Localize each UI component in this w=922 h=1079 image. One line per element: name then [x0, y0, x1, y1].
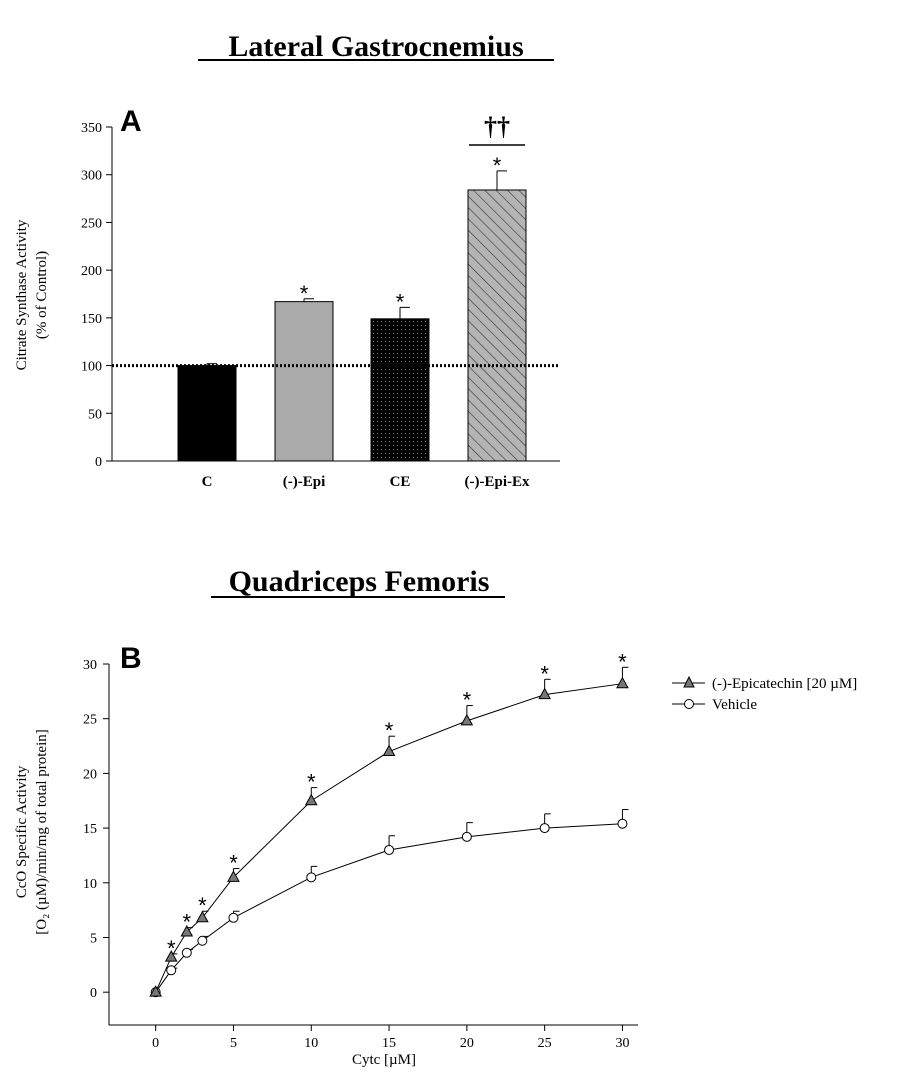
chart-a-bar: [274, 301, 334, 462]
chart-a-ytick-label: 200: [81, 264, 102, 279]
chart-b-xlabel: Cytc [µM]: [352, 1052, 416, 1068]
series-vehicle-point: [181, 947, 192, 958]
chart-b-xtick-label: 25: [538, 1036, 552, 1051]
chart-b-significance: *: [618, 649, 627, 674]
series-epicatechin-point: [304, 793, 318, 806]
series-vehicle-point: [306, 872, 317, 883]
chart-b-significance: *: [229, 851, 238, 876]
chart-b-xtick-label: 20: [460, 1036, 474, 1051]
chart-b-significance: *: [183, 910, 192, 935]
chart-a-significance: *: [493, 153, 502, 178]
chart-a-ytick-label: 0: [95, 455, 102, 470]
chart-a-ytick-label: 250: [81, 216, 102, 231]
chart-b-legend: (-)-Epicatechin [20 µM] Vehicle: [672, 675, 857, 713]
chart-a-ytick-label: 350: [81, 121, 102, 136]
chart-b-significance: *: [540, 661, 549, 686]
series-epicatechin-point: [538, 687, 551, 700]
chart-b-panel-label: B: [120, 642, 142, 675]
chart-a-ytick-label: 100: [81, 360, 102, 375]
series-vehicle-point: [384, 844, 395, 855]
series-vehicle-point: [228, 912, 239, 923]
chart-b-significance: *: [167, 936, 176, 961]
chart-b-ytick-label: 5: [90, 931, 97, 946]
chart-b-significance: *: [385, 718, 394, 743]
chart-a-ylabel-line2: (% of Control): [34, 251, 50, 339]
series-epicatechin-point: [149, 985, 163, 997]
chart-a-ytick-label: 300: [81, 169, 102, 184]
chart-b-ytick-label: 0: [90, 986, 97, 1001]
series-vehicle-point: [461, 831, 472, 842]
series-vehicle-line: [155, 823, 623, 993]
chart-b-title: Quadriceps Femoris: [229, 565, 490, 598]
chart-a-bar: [370, 318, 430, 462]
legend-vehicle-marker: [684, 699, 694, 709]
chart-b-significance: *: [463, 688, 472, 713]
chart-a-plot: 0 50 100 150 200 250 300 350 C (-)-Epi * CE * (-)-Epi…: [81, 112, 560, 490]
chart-b-ytick-label: 15: [83, 822, 97, 837]
chart-a-dagger-mark: ††: [484, 112, 510, 141]
series-epicatechin-point: [382, 744, 396, 757]
chart-b-ylabel-line2: [O₂ (µM)/min/mg of total protein]: [34, 729, 50, 935]
chart-b-ytick-label: 10: [83, 877, 97, 892]
chart-a-ytick-label: 50: [88, 407, 102, 422]
chart-a-ylabel-line1: Citrate Synthase Activity: [14, 219, 30, 370]
chart-b-significance: *: [198, 893, 207, 918]
chart-a-category-label: (-)-Epi-Ex: [465, 474, 530, 490]
chart-b-xtick-label: 0: [152, 1036, 159, 1051]
chart-a-bar: [467, 189, 527, 462]
chart-a-category-label: C: [202, 474, 213, 490]
chart-a-bar: [177, 365, 237, 462]
chart-a-significance: *: [396, 289, 405, 314]
legend-epicatechin-marker: [683, 675, 695, 688]
series-epicatechin-point: [616, 676, 629, 689]
series-epicatechin-point: [227, 870, 240, 882]
series-epicatechin-point: [164, 950, 178, 962]
series-epicatechin-point: [196, 910, 209, 923]
chart-b-ytick-label: 25: [83, 713, 97, 728]
chart-a-title: Lateral Gastrocnemius: [228, 30, 523, 63]
series-epicatechin-line: [155, 683, 623, 993]
legend-vehicle-label: Vehicle: [712, 697, 757, 713]
chart-b-ytick-label: 30: [83, 658, 97, 673]
chart-b-ytick-label: 20: [83, 767, 97, 782]
chart-a-significance: *: [300, 281, 309, 306]
chart-b-xtick-label: 5: [230, 1036, 237, 1051]
series-vehicle-point: [539, 823, 550, 834]
chart-b-significance: *: [307, 770, 316, 795]
chart-a-category-label: (-)-Epi: [283, 474, 326, 490]
chart-b-xtick-label: 30: [615, 1036, 629, 1051]
chart-b-ylabel-line1: CcO Specific Activity: [14, 765, 30, 898]
series-vehicle-point: [617, 818, 628, 829]
series-epicatechin-point: [460, 713, 474, 726]
chart-a-panel-label: A: [120, 105, 142, 138]
series-vehicle-point: [166, 965, 177, 976]
series-epicatechin-point: [180, 924, 194, 937]
chart-b-xtick-label: 15: [382, 1036, 396, 1051]
legend-epicatechin-label: (-)-Epicatechin [20 µM]: [712, 676, 857, 692]
chart-a-category-label: CE: [390, 474, 411, 490]
chart-b-xtick-label: 10: [304, 1036, 318, 1051]
chart-a-ytick-label: 150: [81, 312, 102, 327]
series-vehicle-point: [197, 935, 208, 946]
